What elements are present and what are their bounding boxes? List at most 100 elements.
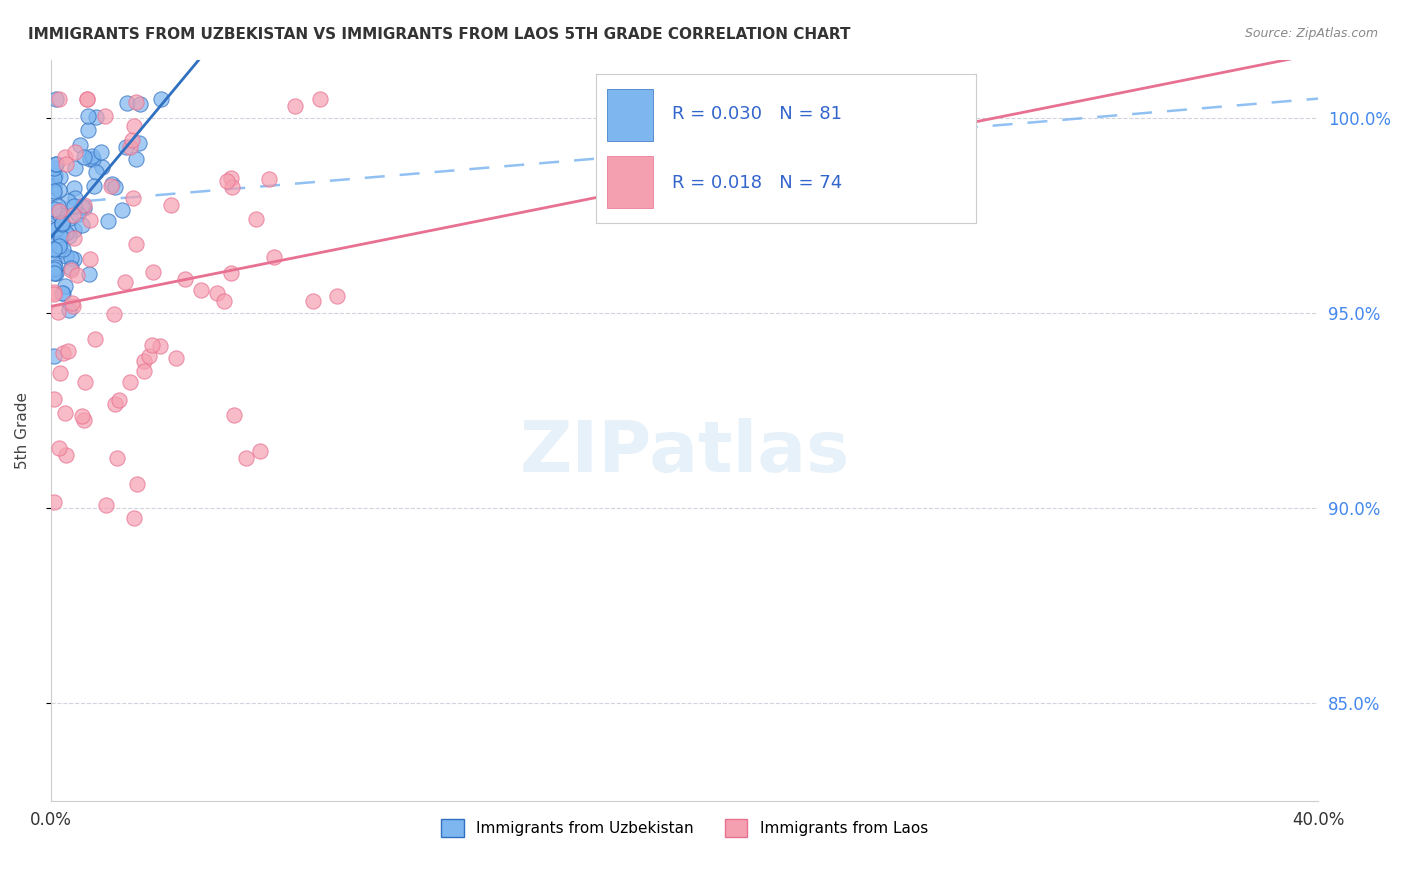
Immigrants from Uzbekistan [42,262,65,277]
Immigrants from Uzbekistan [52,286,75,301]
Immigrants from Laos [55,449,77,463]
Immigrants from Uzbekistan [58,228,80,243]
Immigrants from Laos [245,211,267,226]
Immigrants from Uzbekistan [51,217,73,231]
Immigrants from Uzbekistan [128,97,150,112]
Immigrants from Laos [48,203,70,218]
Immigrants from Laos [118,376,141,390]
Immigrants from Uzbekistan [82,153,104,167]
Immigrants from Uzbekistan [45,222,67,236]
Immigrants from Laos [65,145,87,160]
Immigrants from Laos [60,295,83,310]
Immigrants from Laos [120,140,142,154]
Text: Source: ZipAtlas.com: Source: ZipAtlas.com [1244,27,1378,40]
Immigrants from Laos [121,133,143,147]
Immigrants from Uzbekistan [90,161,112,175]
Immigrants from Laos [96,499,118,513]
Immigrants from Laos [138,349,160,363]
Immigrants from Uzbekistan [48,239,70,253]
Immigrants from Laos [249,444,271,458]
Immigrants from Laos [221,180,243,194]
Immigrants from Laos [148,339,170,353]
Immigrants from Laos [217,174,239,188]
Immigrants from Uzbekistan [115,96,138,111]
Immigrants from Laos [84,332,107,346]
Immigrants from Laos [72,198,94,212]
Immigrants from Uzbekistan [42,202,65,217]
Immigrants from Laos [93,109,115,123]
Immigrants from Laos [219,266,242,280]
Immigrants from Uzbekistan [97,214,120,228]
Immigrants from Uzbekistan [42,242,65,256]
Immigrants from Laos [114,275,136,289]
Immigrants from Uzbekistan [73,150,96,164]
Immigrants from Laos [219,171,242,186]
Immigrants from Uzbekistan [59,211,82,226]
Immigrants from Uzbekistan [45,92,67,106]
Immigrants from Uzbekistan [128,136,150,150]
Immigrants from Uzbekistan [42,244,65,258]
Immigrants from Uzbekistan [49,229,72,244]
Immigrants from Laos [79,213,101,227]
Immigrants from Laos [263,250,285,264]
Immigrants from Laos [174,271,197,285]
Immigrants from Laos [105,451,128,466]
Immigrants from Laos [59,263,82,277]
Immigrants from Laos [76,92,98,106]
Immigrants from Uzbekistan [63,223,86,237]
Immigrants from Laos [141,338,163,352]
Immigrants from Laos [62,299,84,313]
Immigrants from Laos [125,95,148,109]
Immigrants from Uzbekistan [63,161,86,175]
Immigrants from Uzbekistan [77,109,100,123]
Immigrants from Uzbekistan [45,232,67,246]
Immigrants from Laos [53,150,76,164]
Immigrants from Laos [122,119,145,133]
Immigrants from Uzbekistan [45,206,67,220]
Immigrants from Uzbekistan [100,178,122,192]
Immigrants from Uzbekistan [111,203,134,218]
Immigrants from Uzbekistan [73,201,96,215]
Immigrants from Uzbekistan [125,153,148,167]
Immigrants from Laos [104,397,127,411]
Immigrants from Laos [165,351,187,366]
Immigrants from Uzbekistan [51,216,73,230]
Immigrants from Laos [108,392,131,407]
Immigrants from Uzbekistan [45,157,67,171]
Immigrants from Uzbekistan [77,123,100,137]
Immigrants from Laos [49,366,72,380]
Immigrants from Laos [51,345,73,359]
Immigrants from Uzbekistan [42,266,65,280]
Immigrants from Uzbekistan [44,349,66,363]
Immigrants from Laos [70,409,93,423]
Immigrants from Laos [212,293,235,308]
Immigrants from Uzbekistan [70,199,93,213]
Immigrants from Uzbekistan [48,183,70,197]
Immigrants from Laos [142,265,165,279]
Immigrants from Laos [103,307,125,321]
Immigrants from Uzbekistan [80,148,103,162]
Immigrants from Laos [205,286,228,301]
Immigrants from Laos [79,252,101,267]
Immigrants from Laos [46,305,69,319]
Immigrants from Laos [132,363,155,377]
Immigrants from Uzbekistan [59,251,82,265]
Immigrants from Laos [284,99,307,113]
Immigrants from Uzbekistan [115,140,138,154]
Immigrants from Uzbekistan [49,208,72,222]
Immigrants from Laos [100,179,122,194]
Immigrants from Uzbekistan [42,170,65,185]
Immigrants from Uzbekistan [51,285,73,300]
Legend: Immigrants from Uzbekistan, Immigrants from Laos: Immigrants from Uzbekistan, Immigrants f… [433,811,935,845]
Immigrants from Uzbekistan [45,209,67,223]
Immigrants from Uzbekistan [55,227,77,241]
Immigrants from Uzbekistan [42,242,65,256]
Immigrants from Uzbekistan [55,249,77,263]
Immigrants from Laos [66,268,89,282]
Immigrants from Uzbekistan [48,244,70,258]
Immigrants from Uzbekistan [48,199,70,213]
Y-axis label: 5th Grade: 5th Grade [15,392,30,468]
Immigrants from Uzbekistan [44,266,66,280]
Immigrants from Laos [48,92,70,106]
Immigrants from Laos [127,477,149,491]
